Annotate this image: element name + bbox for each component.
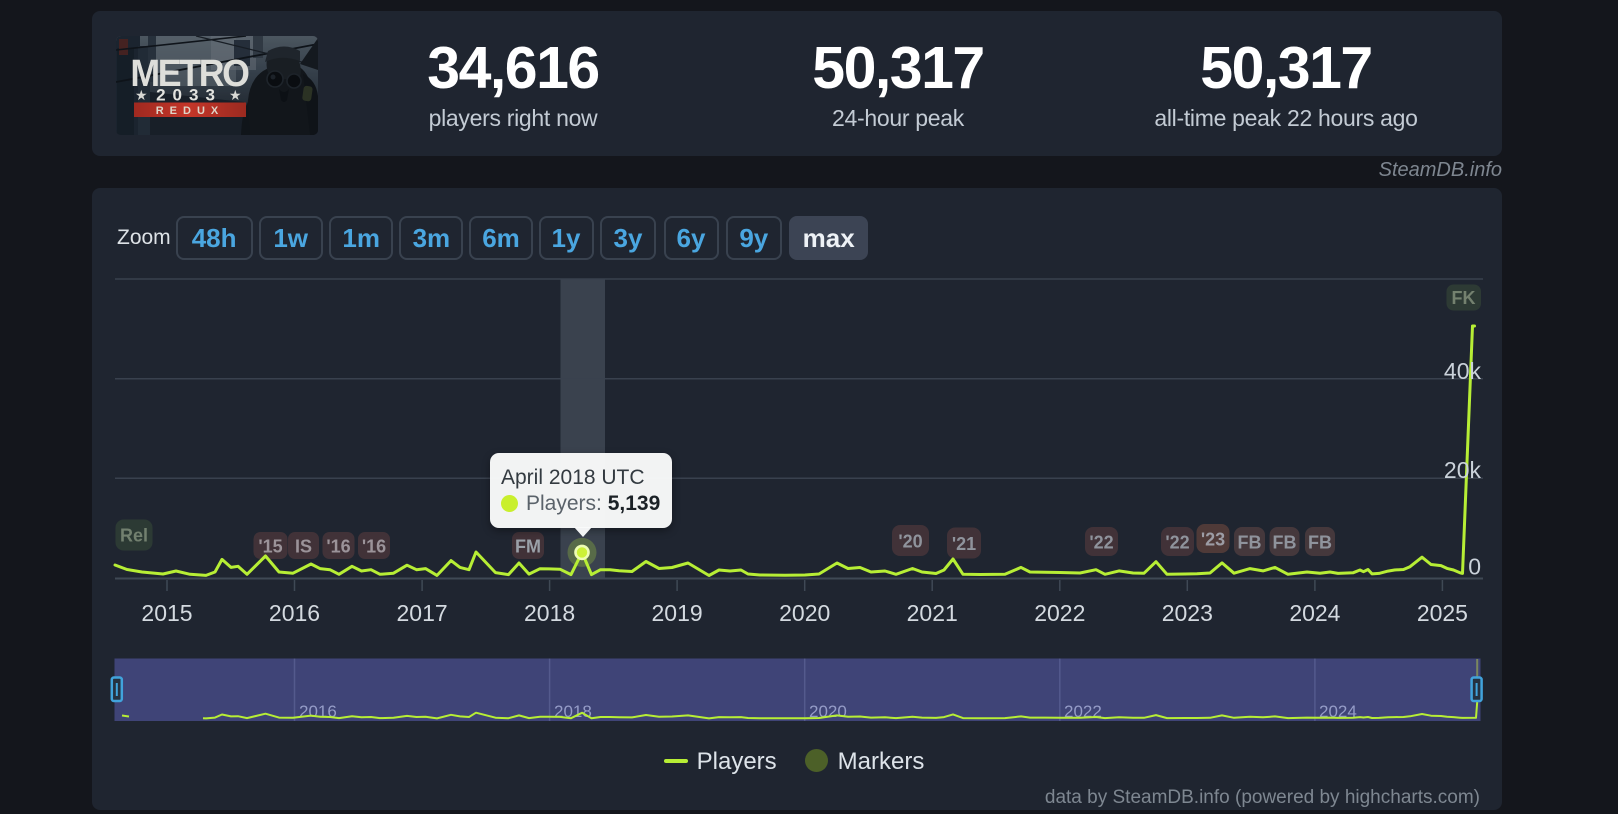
svg-text:2016: 2016 [269, 600, 320, 626]
svg-text:2015: 2015 [141, 600, 192, 626]
svg-text:'22: '22 [1089, 533, 1113, 553]
svg-text:'15: '15 [258, 537, 282, 557]
svg-text:2021: 2021 [907, 600, 958, 626]
svg-text:2017: 2017 [397, 600, 448, 626]
svg-text:2020: 2020 [779, 600, 830, 626]
svg-text:FK: FK [1452, 288, 1476, 308]
svg-text:'21: '21 [952, 534, 976, 554]
svg-text:2024: 2024 [1319, 702, 1357, 721]
svg-text:'22: '22 [1165, 533, 1189, 553]
svg-text:2018: 2018 [524, 600, 575, 626]
svg-text:'23: '23 [1201, 530, 1225, 550]
svg-text:2022: 2022 [1034, 600, 1085, 626]
svg-text:20k: 20k [1444, 457, 1482, 483]
svg-text:★: ★ [135, 87, 148, 103]
svg-text:FB: FB [1238, 533, 1262, 553]
svg-text:IS: IS [295, 537, 312, 557]
svg-text:2018: 2018 [554, 702, 592, 721]
svg-text:'20: '20 [898, 532, 922, 552]
svg-text:2025: 2025 [1417, 600, 1468, 626]
svg-text:FB: FB [1308, 533, 1332, 553]
svg-text:'16: '16 [362, 537, 386, 557]
svg-text:2019: 2019 [652, 600, 703, 626]
svg-text:40k: 40k [1444, 358, 1482, 384]
svg-text:2016: 2016 [299, 702, 337, 721]
svg-text:2023: 2023 [1162, 600, 1213, 626]
svg-text:2033: 2033 [156, 86, 222, 105]
svg-text:Rel: Rel [120, 526, 148, 546]
svg-text:★: ★ [229, 87, 242, 103]
svg-text:REDUX: REDUX [156, 105, 225, 117]
svg-text:0: 0 [1468, 554, 1481, 580]
svg-text:METRO: METRO [130, 52, 249, 94]
svg-text:FM: FM [515, 537, 541, 557]
svg-text:'16: '16 [326, 537, 350, 557]
svg-text:FB: FB [1273, 533, 1297, 553]
svg-text:2024: 2024 [1289, 600, 1340, 626]
